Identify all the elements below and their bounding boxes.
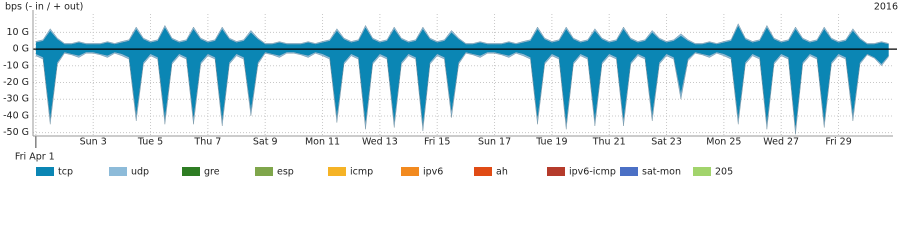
legend-label: ipv6 (423, 167, 443, 178)
legend-swatch (109, 167, 127, 176)
y-tick-label: -10 G (3, 60, 29, 71)
area-in (35, 49, 889, 130)
y-tick-label: 0 G (13, 44, 29, 55)
chart-title: bps (- in / + out) (5, 2, 83, 13)
x-tick-label: Sun 17 (478, 137, 511, 148)
legend-label: esp (277, 167, 294, 178)
y-tick-label: 10 G (7, 27, 29, 38)
legend-swatch (401, 167, 419, 176)
x-tick-label: Tue 5 (137, 137, 163, 148)
y-tick-label: -40 G (3, 110, 29, 121)
legend-label: ah (496, 167, 508, 178)
legend-swatch (328, 167, 346, 176)
legend-swatch (182, 167, 200, 176)
y-tick-label: -50 G (3, 127, 29, 138)
year-label: 2016 (874, 2, 898, 13)
x-tick-label: Fri Apr 1 (15, 152, 55, 163)
y-tick-label: -30 G (3, 94, 29, 105)
area-out (35, 23, 889, 45)
area-out (35, 25, 889, 50)
legend-swatch (547, 167, 565, 176)
x-tick-label: Thu 21 (592, 137, 626, 148)
legend-label: sat-mon (642, 167, 681, 178)
legend-swatch (255, 167, 273, 176)
x-tick-label: Mon 25 (706, 137, 741, 148)
area-edge (35, 53, 889, 135)
x-tick-label: Sun 3 (80, 137, 107, 148)
x-tick-label: Wed 27 (763, 137, 799, 148)
chart: bps (- in / + out) 2016 10 G 0 G -10 G -20 … (3, 2, 898, 178)
legend-swatch (693, 167, 711, 176)
legend-label: udp (131, 167, 149, 178)
area-edge (35, 23, 889, 44)
legend-label: 205 (715, 167, 733, 178)
legend-label: tcp (58, 167, 73, 178)
x-tick-label: Thu 7 (193, 137, 221, 148)
x-tick-label: Sat 9 (253, 137, 278, 148)
legend-label: icmp (350, 167, 373, 178)
legend-label: gre (204, 167, 220, 178)
x-tick-label: Mon 11 (305, 137, 340, 148)
x-tick-label: Wed 13 (362, 137, 398, 148)
x-tick-label: Tue 19 (535, 137, 567, 148)
legend-swatch (620, 167, 638, 176)
x-tick-label: Fri 15 (424, 137, 450, 148)
legend-label: ipv6-icmp (569, 167, 616, 178)
x-tick-label: Sat 23 (651, 137, 682, 148)
legend-swatch (36, 167, 54, 176)
x-tick-label: Fri 29 (825, 137, 851, 148)
y-tick-label: -20 G (3, 77, 29, 88)
legend-swatch (474, 167, 492, 176)
